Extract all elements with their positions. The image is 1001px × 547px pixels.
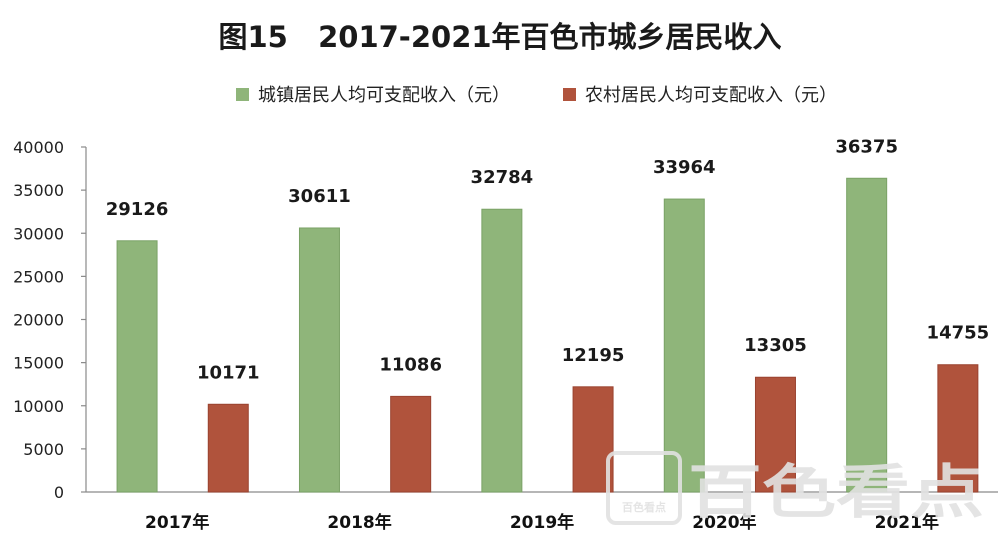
bar-rural-1	[390, 395, 432, 493]
bar-urban-4	[846, 177, 888, 493]
bar-rural-3	[754, 376, 796, 493]
bar-rural-0	[207, 403, 249, 493]
y-tick-label: 0	[54, 483, 64, 502]
watermark-brand-text: 百色看点	[688, 458, 984, 526]
bar-urban-2	[481, 208, 523, 493]
bar-rural-4	[937, 364, 979, 493]
data-label-rural-4: 14755	[927, 323, 990, 344]
y-tick-label: 25000	[13, 267, 64, 286]
y-tick-label: 20000	[13, 311, 64, 330]
x-tick-label: 2021年	[875, 512, 939, 533]
data-label-urban-1: 30611	[288, 186, 351, 207]
legend: 城镇居民人均可支配收入（元） 农村居民人均可支配收入（元）	[236, 85, 837, 106]
data-label-urban-0: 29126	[106, 199, 169, 220]
data-label-rural-2: 12195	[562, 345, 625, 366]
bar-urban-0	[116, 240, 158, 493]
data-label-rural-0: 10171	[197, 362, 260, 383]
watermark-logo-box	[606, 451, 682, 525]
y-tick-label: 10000	[13, 397, 64, 416]
bar-urban-3	[663, 198, 705, 493]
data-label-rural-1: 11086	[379, 354, 442, 375]
data-label-urban-2: 32784	[471, 167, 534, 188]
x-tick-label: 2018年	[327, 512, 391, 533]
x-tick-label: 2020年	[692, 512, 756, 533]
legend-label-rural: 农村居民人均可支配收入（元）	[585, 85, 837, 106]
y-tick-label: 35000	[13, 181, 64, 200]
legend-label-urban: 城镇居民人均可支配收入（元）	[258, 85, 510, 106]
watermark: 百色看点 百色看点	[606, 451, 984, 526]
data-label-urban-4: 36375	[835, 136, 898, 157]
y-tick-label: 15000	[13, 354, 64, 373]
watermark-small-text: 百色看点	[622, 500, 666, 514]
data-label-urban-3: 33964	[653, 157, 716, 178]
bar-urban-1	[298, 227, 340, 493]
legend-swatch-urban	[236, 88, 249, 101]
data-labels: 29126 10171 30611 11086 32784 12195 33964 13305…	[106, 136, 989, 383]
y-tick-label: 5000	[23, 440, 64, 459]
bar-rural-2	[572, 386, 614, 493]
y-axis: 0 5000 10000 15000 20000 25000 30000 35000 40000	[13, 138, 87, 502]
y-tick-label: 40000	[13, 138, 64, 157]
y-tick-label: 30000	[13, 224, 64, 243]
chart-title: 图15 2017-2021年百色市城乡居民收入	[218, 20, 781, 54]
x-tick-label: 2019年	[510, 512, 574, 533]
data-label-rural-3: 13305	[744, 335, 807, 356]
x-tick-label: 2017年	[145, 512, 209, 533]
legend-swatch-rural	[563, 88, 576, 101]
bars	[116, 177, 979, 493]
